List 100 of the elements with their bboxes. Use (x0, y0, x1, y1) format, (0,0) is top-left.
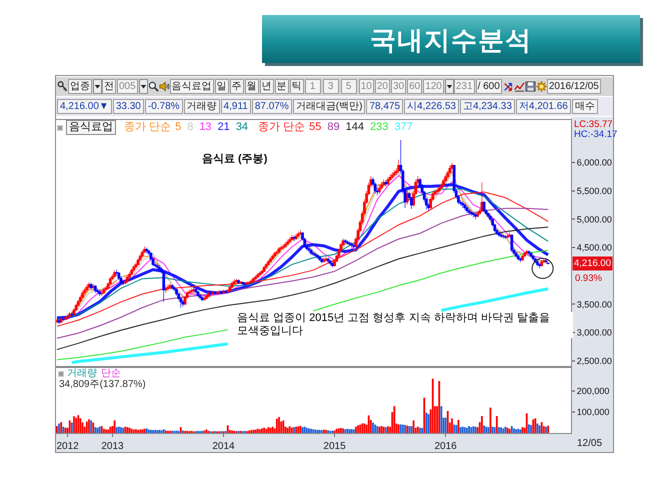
candlestick (220, 290, 223, 294)
candlestick (390, 172, 394, 180)
text: 233 (370, 121, 388, 134)
candlestick (498, 231, 500, 238)
candlestick (331, 262, 334, 268)
candlestick (278, 246, 280, 254)
candlestick (252, 276, 255, 282)
candlestick (468, 208, 470, 215)
candlestick (440, 182, 443, 190)
candlestick (58, 318, 60, 324)
text: 음식료업 (170, 79, 214, 94)
candlestick (248, 280, 250, 285)
candlestick (508, 232, 512, 238)
candlestick (386, 176, 390, 186)
candlestick (198, 294, 202, 300)
text: 78,475 (366, 99, 404, 114)
text: 120 (423, 79, 444, 94)
candlestick (326, 257, 330, 264)
candlestick (158, 264, 161, 272)
text: 005 (117, 79, 138, 94)
candlestick (170, 284, 174, 290)
candlestick (544, 259, 548, 264)
annotation: 4,216.00 (574, 258, 611, 269)
candlestick (276, 250, 278, 255)
candlestick (463, 203, 466, 210)
candlestick (410, 196, 413, 210)
text: LC:35.77 (574, 119, 613, 130)
candlestick (384, 180, 388, 187)
candlestick (500, 233, 502, 238)
text: 월 (244, 79, 259, 94)
text: 전 (102, 79, 116, 94)
candlestick (350, 242, 353, 248)
text: 231 (454, 79, 475, 94)
candlestick (486, 212, 490, 218)
candlestick (532, 254, 535, 261)
y-tick-label: 200,000 (576, 386, 610, 396)
candlestick (280, 244, 283, 250)
candlestick (546, 262, 550, 265)
candlestick (523, 252, 526, 258)
candlestick (168, 282, 172, 290)
text: 60 (407, 79, 422, 94)
text: 분 (274, 79, 289, 94)
text: 업종 (68, 79, 92, 94)
text: 고4,234.33 (460, 99, 515, 114)
candlestick (514, 251, 518, 258)
candlestick (346, 240, 349, 245)
candlestick (314, 252, 317, 258)
line-series (56, 208, 549, 339)
candlestick (450, 162, 454, 170)
candlestick (528, 250, 530, 256)
candlestick (282, 244, 285, 250)
text: 21 (218, 121, 230, 134)
candlestick (140, 250, 144, 258)
candlestick (530, 252, 532, 258)
text: 매수 (572, 99, 598, 114)
candlestick (380, 181, 383, 190)
text: 거래량 (184, 99, 220, 114)
candlestick (138, 253, 142, 262)
candlestick (266, 260, 270, 266)
text: 0.93% (575, 273, 602, 284)
candlestick (104, 286, 108, 292)
candlestick (237, 278, 240, 284)
annotation: 34,809주(137.87%) (59, 379, 146, 390)
candlestick (472, 212, 475, 218)
candlestick (256, 272, 260, 278)
candlestick (292, 235, 296, 242)
candlestick (102, 287, 106, 294)
candlestick (134, 262, 138, 269)
candlestick (214, 291, 216, 295)
candlestick (196, 290, 200, 298)
y-tick-label: 5,000.00 (576, 214, 612, 224)
y-tick-label: 3,500.00 (576, 299, 612, 310)
candlestick (504, 234, 507, 240)
y-tick-label: 5,500.00 (576, 186, 612, 196)
x-tick-label: 2013 (101, 441, 124, 452)
text: 일 (214, 79, 229, 94)
candlestick (392, 170, 396, 177)
candlestick (470, 210, 473, 216)
candlestick (466, 206, 468, 214)
candlestick (128, 272, 131, 278)
candlestick (260, 269, 264, 274)
text: 1 (304, 79, 321, 94)
candlestick (324, 256, 328, 262)
text: 87.07% (252, 99, 292, 114)
text: 종가 단순 (258, 121, 306, 133)
text: 30 (390, 79, 406, 94)
candlestick (254, 275, 257, 280)
candlestick (64, 316, 67, 321)
candlestick (173, 286, 176, 292)
candlestick (536, 260, 539, 267)
candlestick (111, 274, 114, 281)
y-tick-label: 3,000.00 (576, 328, 612, 338)
text: 시4,226.53 (404, 99, 459, 114)
candlestick (145, 247, 148, 254)
candlestick (122, 280, 124, 286)
text: -0.78% (144, 99, 183, 114)
candlestick (474, 213, 477, 220)
y-tick-label: 2,500.00 (576, 356, 612, 366)
candlestick (318, 256, 321, 262)
candlestick (192, 287, 195, 293)
